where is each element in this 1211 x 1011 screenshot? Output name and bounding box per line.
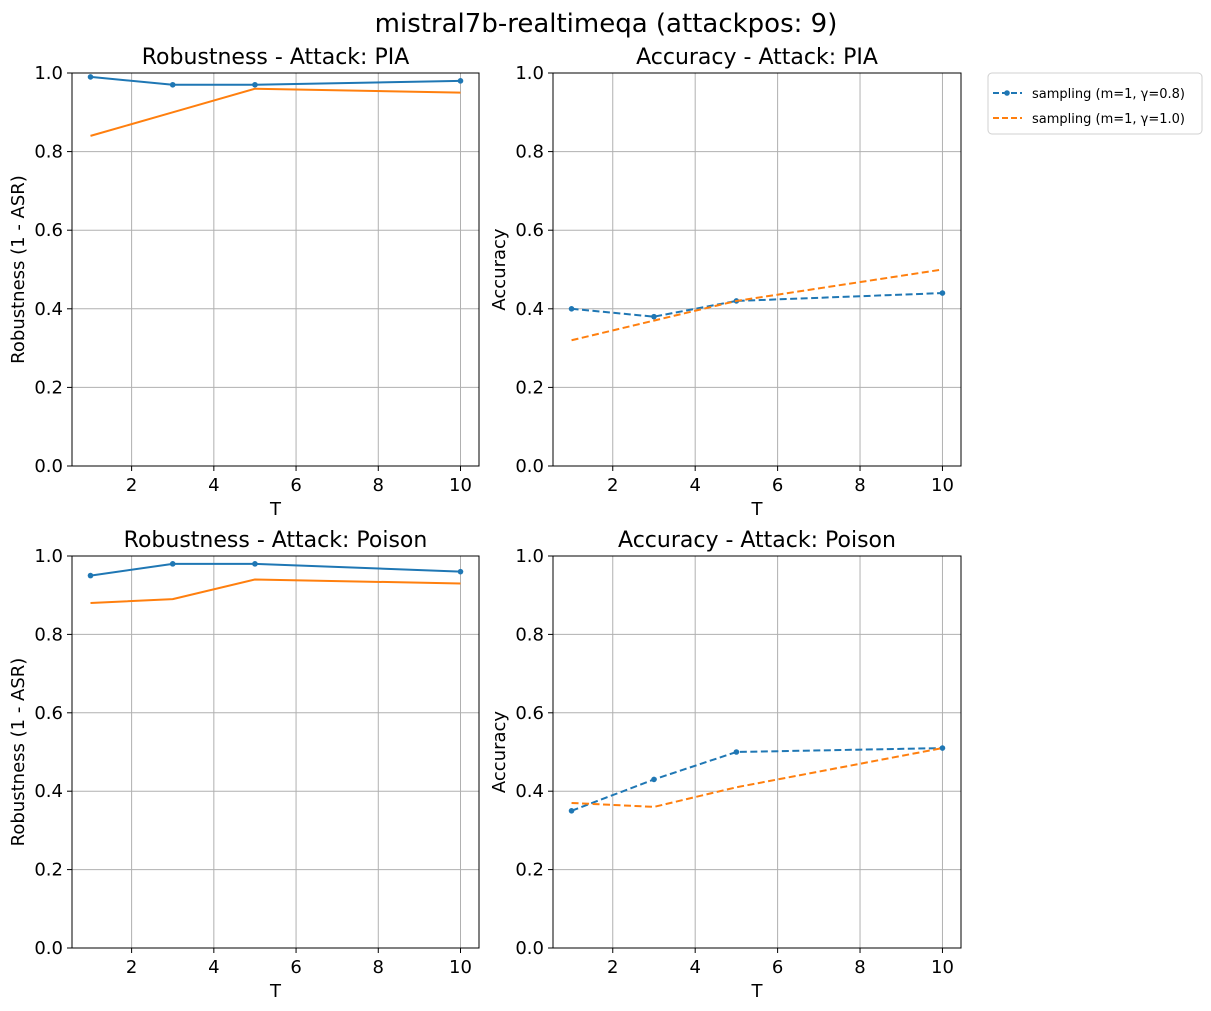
figure-title: mistral7b-realtimeqa (attackpos: 9) [375,9,838,39]
x-tick-label: 2 [126,957,137,978]
y-tick-label: 0.4 [515,781,544,802]
series-line-1 [90,562,461,577]
x-tick-label: 2 [126,475,137,496]
y-tick-label: 1.0 [515,546,544,567]
legend-entry-gamma-0-8: sampling (m=1, γ=0.8) [993,87,1185,102]
data-point [568,306,575,312]
data-point [457,568,464,575]
subplot-4: 2 4 6 8 10 0.0 0.2 0.4 0.6 0.8 1.0 Accuracy - Attac… [489,528,962,1002]
x-tick-label: 4 [208,475,219,496]
subplot-title: Accuracy - Attack: PIA [636,45,878,70]
y-tick-label: 1.0 [515,63,544,84]
x-axis-label: T [751,499,764,520]
series-line-2 [571,747,943,808]
y-tick-label: 0.6 [34,220,63,241]
y-axis-label: Accuracy [489,228,510,311]
legend-label: sampling (m=1, γ=1.0) [1032,112,1185,127]
y-tick-label: 0.4 [515,299,544,320]
y-tick-label: 0.4 [34,781,63,802]
subplot-title: Robustness - Attack: PIA [142,45,410,70]
y-tick-label: 1.0 [34,546,63,567]
series-line-1 [571,292,943,318]
y-axis-label: Accuracy [489,711,510,794]
x-tick-label: 6 [290,957,301,978]
subplot-title: Accuracy - Attack: Poison [618,528,896,553]
legend-entry-gamma-1-0: sampling (m=1, γ=1.0) [993,112,1185,127]
x-tick-label: 8 [373,475,384,496]
y-tick-label: 0.4 [34,299,63,320]
data-point [252,81,258,88]
y-tick-label: 0.0 [34,938,63,959]
legend-frame [987,72,1203,135]
subplot-1: 2 4 6 8 10 0.0 0.2 0.4 0.6 0.8 1.0 Robustness - Att… [8,45,480,520]
x-tick-label: 8 [373,957,384,978]
series-line-2 [571,268,943,342]
data-point [457,78,464,84]
subplot-3: 2 4 6 8 10 0.0 0.2 0.4 0.6 0.8 1.0 Robustness - Att… [8,528,480,1002]
x-tick-label: 10 [449,957,472,978]
x-axis-label: T [751,981,764,1002]
x-axis-label: T [269,981,282,1002]
plot-frame [71,555,480,949]
data-point [939,290,946,296]
y-tick-label: 1.0 [34,63,63,84]
x-tick-label: 2 [607,957,618,978]
data-point [169,561,176,567]
data-point [169,81,176,88]
x-tick-label: 2 [607,475,618,496]
y-tick-label: 0.2 [34,860,63,881]
legend: sampling (m=1, γ=0.8) sampling (m=1, γ=1… [987,72,1203,135]
y-tick-label: 0.6 [34,703,63,724]
legend-swatch-marker [1004,90,1010,96]
series-line-1 [571,747,943,812]
data-point [87,572,94,579]
y-tick-label: 0.6 [515,703,544,724]
x-tick-label: 10 [449,475,472,496]
x-tick-label: 6 [772,957,783,978]
series-line-2 [90,87,461,137]
y-tick-label: 0.8 [34,142,63,163]
plot-frame [552,555,962,949]
y-tick-label: 0.0 [34,456,63,477]
x-tick-label: 8 [854,957,865,978]
y-tick-label: 0.6 [515,220,544,241]
y-tick-label: 0.2 [34,377,63,398]
data-point [651,776,657,783]
x-tick-label: 10 [931,957,954,978]
y-tick-label: 0.8 [34,624,63,645]
legend-label: sampling (m=1, γ=0.8) [1032,87,1185,102]
y-axis-label: Robustness (1 - ASR) [8,175,29,364]
data-point [733,749,740,755]
x-tick-label: 8 [854,475,865,496]
series-line-2 [90,578,461,605]
y-tick-label: 0.8 [515,624,544,645]
y-tick-label: 0.2 [515,860,544,881]
subplot-2: 2 4 6 8 10 0.0 0.2 0.4 0.6 0.8 1.0 Accuracy - Attac… [489,45,962,520]
x-tick-label: 4 [689,957,700,978]
plot-frame [71,72,480,467]
data-point [87,74,94,80]
x-tick-label: 4 [689,475,700,496]
x-axis-label: T [269,499,282,520]
y-tick-label: 0.0 [515,938,544,959]
x-tick-label: 10 [931,475,954,496]
subplots: 2 4 6 8 10 0.0 0.2 0.4 0.6 0.8 1.0 Robustness - Att… [8,45,962,1002]
y-axis-label: Robustness (1 - ASR) [8,658,29,847]
y-tick-label: 0.0 [515,456,544,477]
subplot-title: Robustness - Attack: Poison [124,528,428,553]
x-tick-label: 4 [208,957,219,978]
data-point [568,808,575,814]
data-point [939,745,946,751]
y-tick-label: 0.2 [515,377,544,398]
x-tick-label: 6 [290,475,301,496]
data-point [651,313,657,320]
y-tick-label: 0.8 [515,142,544,163]
x-tick-label: 6 [772,475,783,496]
data-point [252,561,258,567]
plot-frame [552,72,962,467]
series-line-1 [90,75,461,86]
